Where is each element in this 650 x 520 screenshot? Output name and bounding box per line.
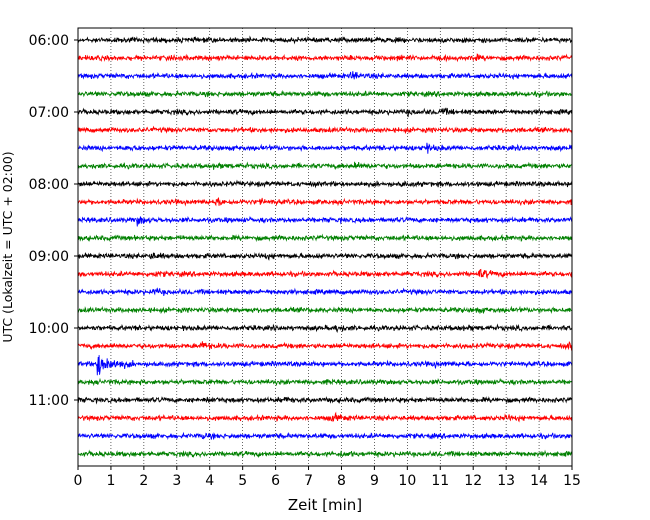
x-tick-label-8: 8	[337, 473, 346, 489]
x-tick-label-14: 14	[530, 473, 548, 489]
y-tick-label-07:00: 07:00	[29, 105, 69, 121]
trace-0700	[77, 107, 573, 118]
trace-0830	[77, 215, 573, 227]
trace-0745	[77, 161, 573, 171]
seismic-traces	[77, 35, 573, 459]
x-axis-label: Zeit [min]	[288, 496, 362, 514]
y-tick-label-10:00: 10:00	[29, 321, 69, 337]
trace-1000	[77, 323, 573, 333]
trace-0845	[77, 233, 573, 243]
x-tick-label-12: 12	[464, 473, 482, 489]
x-tick-label-10: 10	[398, 473, 416, 489]
trace-0800	[77, 179, 573, 189]
x-tick-label-0: 0	[74, 473, 83, 489]
x-tick-label-3: 3	[172, 473, 181, 489]
vertical-gridlines	[110, 28, 540, 466]
trace-1115	[77, 411, 573, 423]
y-tick-label-06:00: 06:00	[29, 33, 69, 49]
x-axis-ticks: 0 1 2 3 4 5 6 7 8 9 10 11 12 13 14 15	[74, 466, 581, 489]
trace-0815	[77, 197, 573, 207]
trace-1100	[77, 396, 573, 405]
y-axis-label: UTC (Lokalzeit = UTC + 02:00)	[0, 151, 15, 342]
trace-1130	[77, 431, 573, 440]
y-axis-ticks: 06:00 07:00 08:00 09:00 10:00 11:00	[29, 33, 78, 409]
trace-0915	[77, 268, 573, 280]
plot-frame	[77, 27, 573, 467]
x-tick-label-15: 15	[563, 473, 581, 489]
x-tick-label-6: 6	[271, 473, 280, 489]
trace-0645	[77, 89, 573, 98]
trace-0600	[77, 35, 573, 45]
trace-0615	[77, 53, 573, 63]
trace-1145	[77, 449, 573, 459]
y-tick-label-09:00: 09:00	[29, 249, 69, 265]
trace-0630	[77, 71, 573, 80]
trace-0730	[77, 142, 573, 154]
y-tick-label-08:00: 08:00	[29, 177, 69, 193]
y-tick-label-11:00: 11:00	[29, 393, 69, 409]
trace-0945	[77, 305, 573, 315]
x-tick-label-13: 13	[497, 473, 515, 489]
x-tick-label-2: 2	[139, 473, 148, 489]
x-tick-label-1: 1	[106, 473, 115, 489]
x-tick-label-5: 5	[238, 473, 247, 489]
x-tick-label-7: 7	[304, 473, 313, 489]
x-tick-label-11: 11	[431, 473, 449, 489]
trace-1015	[77, 341, 573, 351]
trace-0900	[77, 251, 573, 261]
trace-0715	[77, 125, 573, 135]
trace-1030	[77, 355, 573, 376]
x-tick-label-9: 9	[370, 473, 379, 489]
trace-0930	[77, 287, 573, 297]
x-tick-label-4: 4	[205, 473, 214, 489]
trace-1045	[77, 377, 573, 387]
